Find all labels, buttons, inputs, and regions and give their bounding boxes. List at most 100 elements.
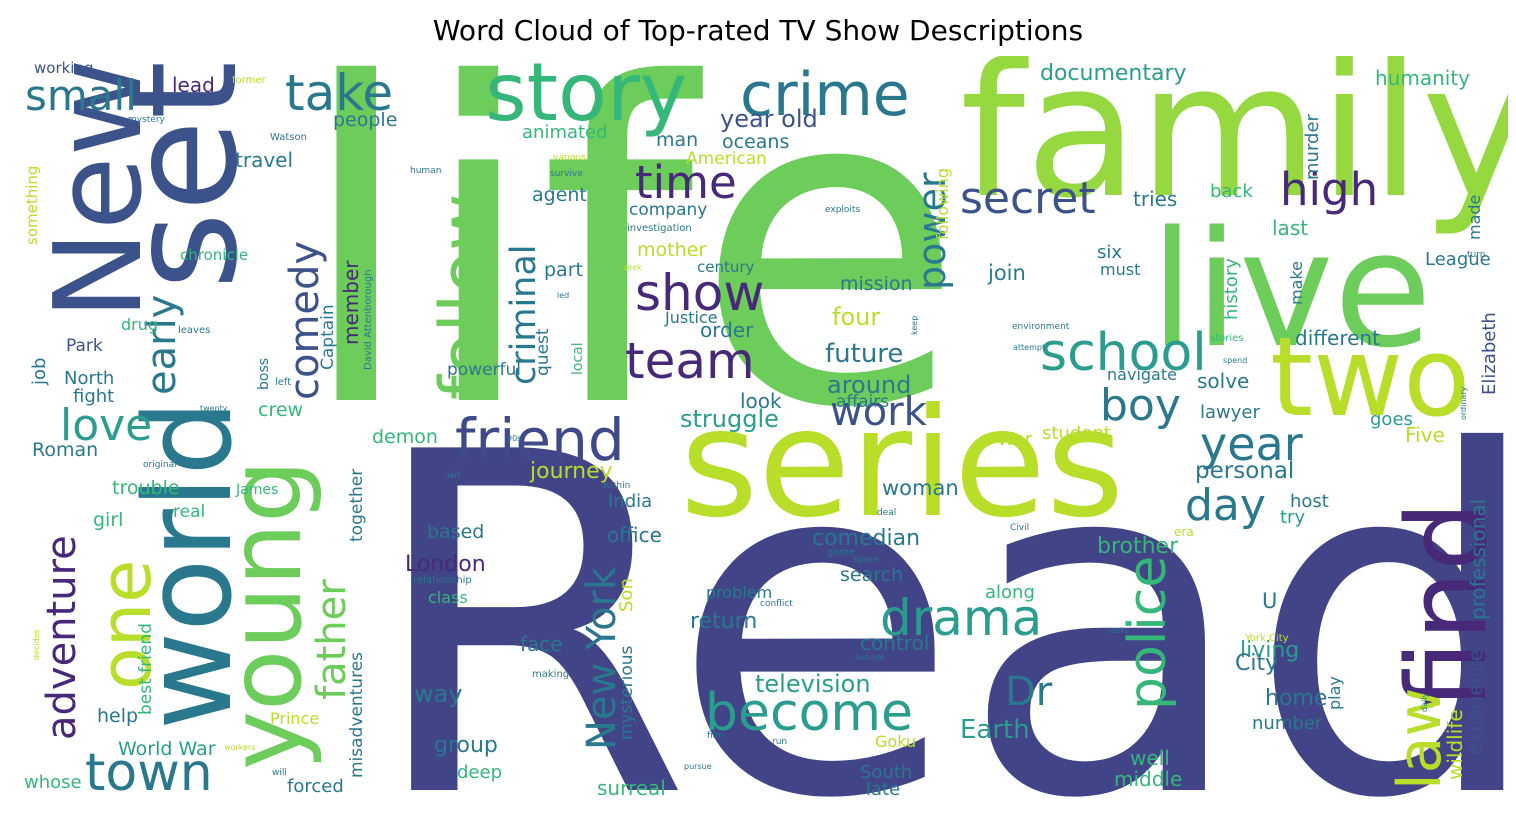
word-era: era [1174, 525, 1194, 539]
word-attempt: attempt [1013, 343, 1045, 352]
word-various: various [553, 153, 586, 163]
word-control: control [860, 631, 929, 655]
word-high: high [1280, 163, 1378, 216]
word-crime: crime [740, 60, 910, 130]
word-quest: quest [533, 328, 553, 376]
word-best-friend: best friend [136, 623, 156, 715]
word-drug: drug [121, 315, 158, 334]
word-law: law [1385, 687, 1455, 790]
word-help: help [97, 705, 138, 727]
word-four: four [832, 303, 880, 331]
word-last: last [1272, 216, 1308, 240]
word-television: television [755, 670, 871, 698]
word-twenty: twenty [200, 404, 228, 413]
word-school: school [1040, 323, 1207, 383]
word-oceans: oceans [722, 131, 789, 153]
word-son: Son [616, 578, 637, 612]
word-two: two [1270, 313, 1470, 441]
word-boss: boss [256, 358, 272, 390]
word-deep: deep [457, 762, 502, 783]
word-original: original [143, 460, 177, 470]
word-humanity: humanity [1375, 66, 1470, 90]
word-south: South [860, 762, 912, 783]
word-day: day [1185, 480, 1266, 531]
word-pursue: pursue [684, 762, 712, 771]
word-boy: boy [1100, 380, 1181, 431]
word-tries: tries [1133, 187, 1177, 211]
word-power: power [910, 172, 954, 290]
word-man: man [656, 129, 698, 151]
word-environment: environment [1012, 322, 1070, 332]
word-turn: turn [1467, 250, 1485, 260]
word-city: City [1235, 651, 1278, 676]
word-father: father [309, 579, 355, 700]
word-take: take [285, 64, 393, 122]
word-around: around [827, 371, 911, 399]
word-play: play [1325, 676, 1344, 710]
word-leaves: leaves [178, 325, 210, 336]
word-survive: survive [550, 169, 583, 179]
word-mother: mother [637, 239, 706, 261]
word-century: century [697, 258, 755, 276]
word-investigation: investigation [627, 223, 692, 234]
word-home: home [1265, 686, 1327, 711]
word-led: led [557, 291, 569, 300]
word-follow: follow [425, 194, 507, 400]
word-elizabeth: Elizabeth [1479, 312, 1500, 395]
word-mystery: mystery [128, 115, 166, 125]
word-human: human [410, 166, 441, 176]
word-face: face [520, 632, 563, 656]
word-group: group [434, 733, 498, 758]
word-class: class [428, 588, 468, 607]
word-navigate: navigate [1107, 365, 1177, 384]
word-lawyer: lawyer [1200, 402, 1260, 423]
word-following: following [933, 168, 952, 240]
word-deal: deal [877, 508, 896, 518]
word-crew: crew [258, 399, 303, 421]
word-series: series [680, 377, 1124, 551]
word-run: run [772, 737, 787, 747]
word-travel: travel [235, 148, 293, 172]
word-part: part [544, 259, 583, 281]
word-comedy: comedy [282, 241, 328, 400]
word-member: member [339, 260, 363, 345]
word-relationship: relationship [413, 575, 472, 586]
word-middle: middle [1114, 767, 1182, 791]
word-new: New [30, 58, 169, 320]
word-solve: solve [1197, 369, 1249, 393]
word-working: working [34, 59, 94, 77]
word-comedian: comedian [812, 526, 920, 551]
word-prince: Prince [270, 709, 319, 728]
word-team: team [625, 332, 755, 390]
word-exploits: exploits [825, 205, 860, 215]
word-daily: daily [1420, 693, 1429, 712]
chart-title: Word Cloud of Top-rated TV Show Descript… [432, 14, 1084, 47]
word-left: left [275, 377, 291, 388]
word-within: within [603, 481, 630, 491]
word-decides: decides [32, 629, 41, 660]
word-must: must [1100, 260, 1140, 279]
word-living: living [1240, 638, 1299, 663]
word-war: War [997, 429, 1033, 450]
word-chronicle: chronicle [180, 246, 248, 264]
word-fight: fight [73, 386, 114, 407]
word-together: together [347, 469, 367, 542]
word-small: small [25, 71, 137, 120]
word-documentary: documentary [1040, 61, 1187, 86]
word-roman: Roman [32, 439, 98, 461]
word-life: life [295, 56, 965, 504]
word-misadventures: misadventures [347, 652, 367, 778]
word-year: year [1200, 417, 1303, 471]
word-affairs: affairs [836, 392, 889, 412]
word-different: different [1295, 326, 1380, 350]
word-friend: friend [455, 406, 625, 474]
word-history: history [1221, 258, 1242, 320]
word-well: well [1130, 746, 1170, 770]
word-trouble: trouble [112, 477, 180, 499]
word-six: six [1097, 242, 1122, 263]
word-personal: personal [1195, 458, 1294, 484]
word-brother: brother [1097, 534, 1179, 559]
word-time: time [635, 156, 737, 209]
word-live: live [1150, 196, 1432, 383]
